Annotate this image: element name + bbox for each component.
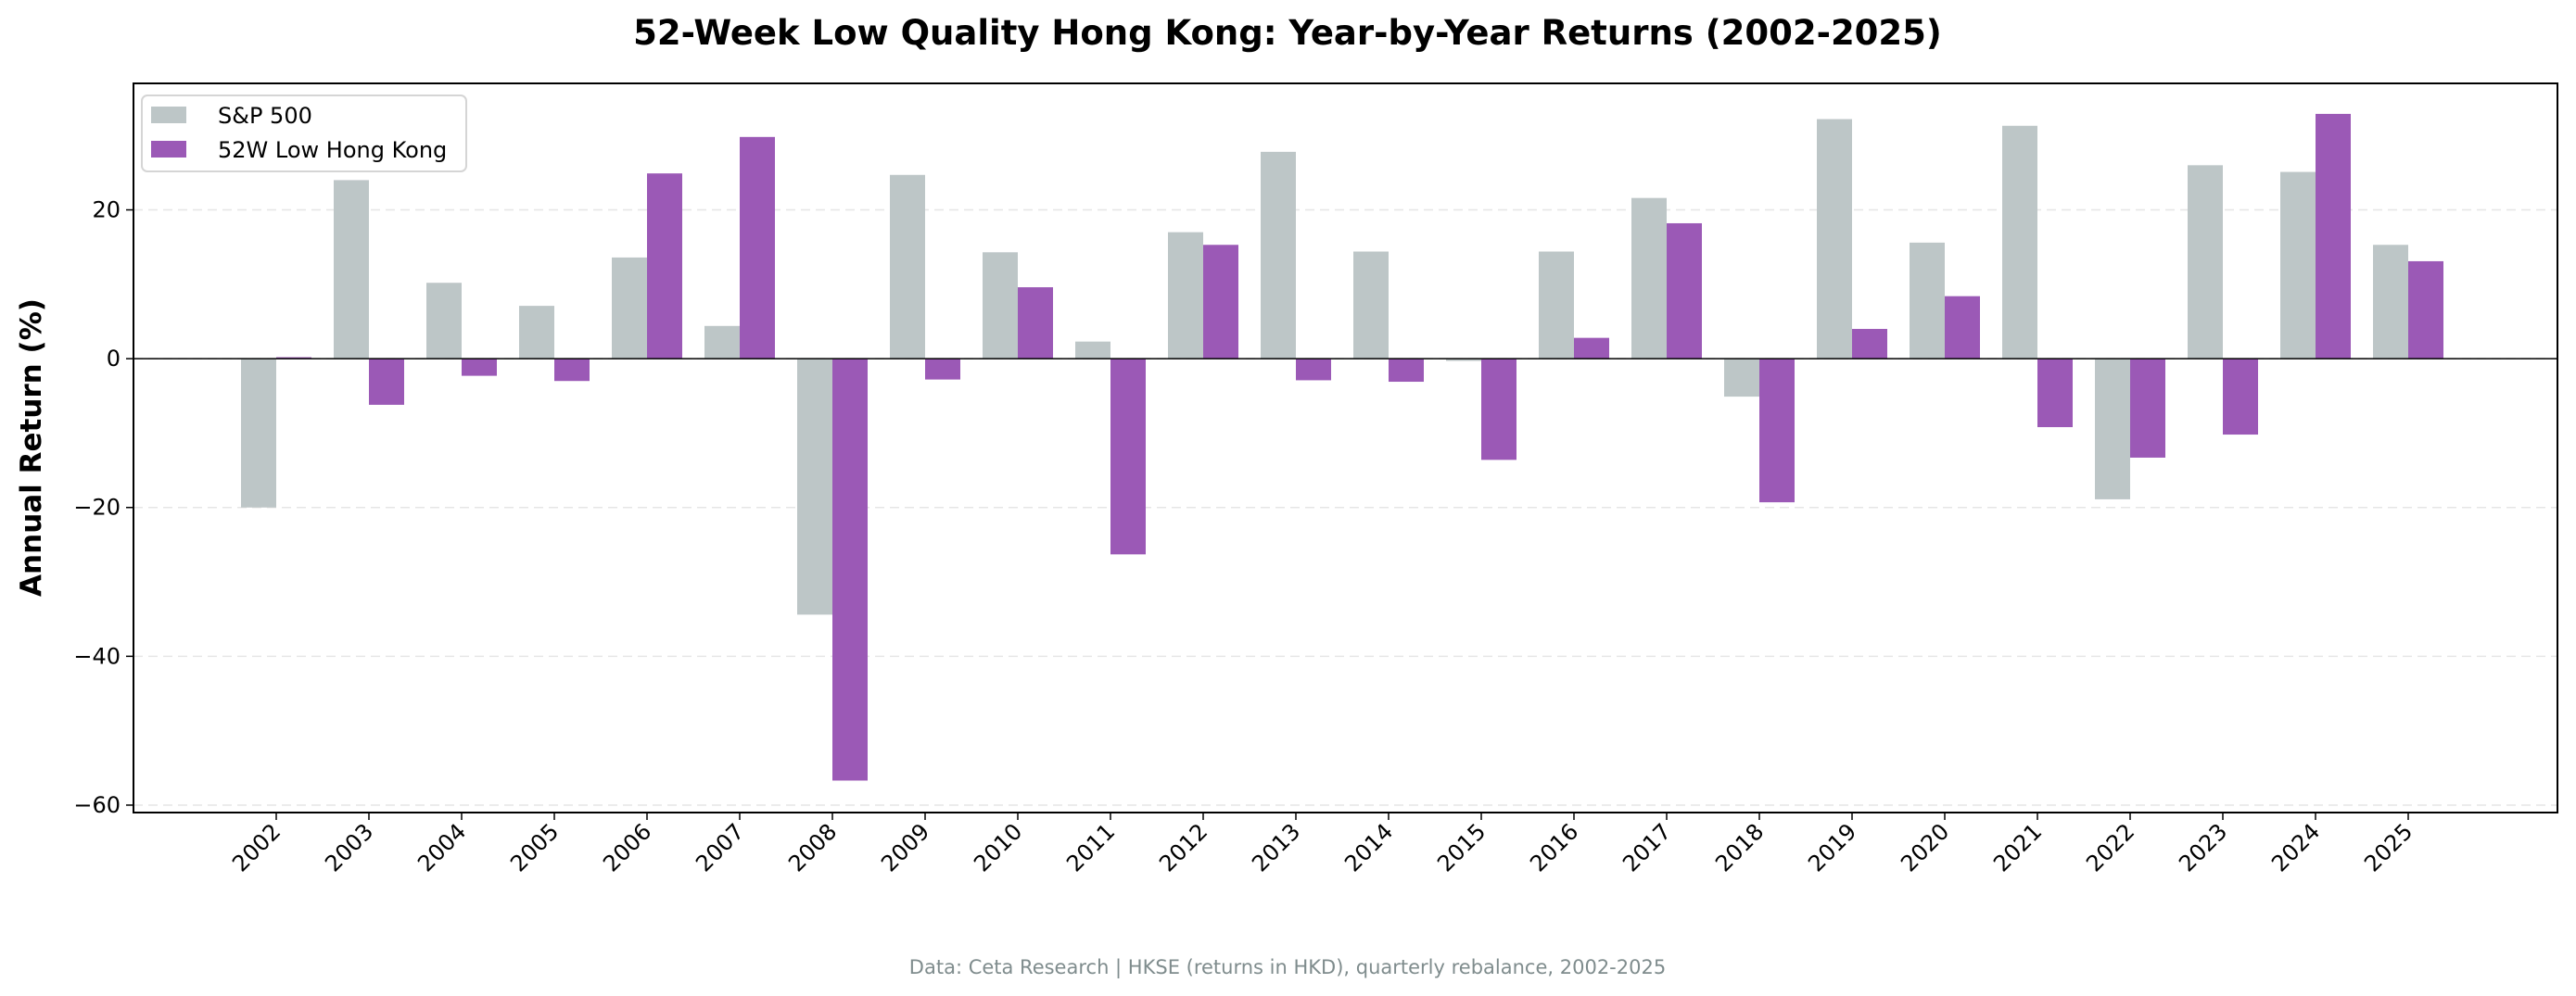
- x-tick-label: 2007: [691, 818, 749, 876]
- legend-swatch-sp500: [151, 107, 186, 123]
- x-tick-label: 2020: [1896, 818, 1954, 876]
- footer-source: Data: Ceta Research | HKSE (returns in H…: [909, 956, 1666, 979]
- bar-sp500-2019: [1817, 119, 1852, 359]
- bar-sp500-2023: [2188, 165, 2223, 359]
- x-tick-label: 2017: [1618, 818, 1676, 876]
- x-tick-label: 2019: [1803, 818, 1861, 876]
- x-tick-label: 2013: [1247, 818, 1305, 876]
- x-tick-label: 2016: [1525, 818, 1583, 876]
- bar-sp500-2005: [519, 306, 554, 359]
- bar-sp500-2012: [1168, 232, 1203, 359]
- bar-sp500-2009: [890, 174, 925, 359]
- bar-52w-low-hong-kong-2024: [2316, 113, 2351, 359]
- bar-sp500-2002: [241, 359, 276, 508]
- bar-sp500-2014: [1353, 251, 1389, 359]
- x-tick-label: 2010: [969, 818, 1027, 876]
- x-tick-label: 2004: [412, 818, 471, 876]
- bar-sp500-2003: [334, 180, 369, 359]
- bar-52w-low-hong-kong-2015: [1481, 359, 1516, 460]
- legend: S&P 500 52W Low Hong Kong: [141, 95, 467, 172]
- bar-sp500-2007: [704, 325, 740, 359]
- x-tick-label: 2006: [598, 818, 656, 876]
- x-tick-label: 2009: [876, 818, 934, 876]
- bar-52w-low-hong-kong-2022: [2130, 359, 2165, 458]
- bar-sp500-2016: [1539, 251, 1574, 359]
- legend-label-52w-low-hong-kong: 52W Low Hong Kong: [218, 137, 447, 163]
- bar-52w-low-hong-kong-2017: [1667, 222, 1702, 359]
- bar-52w-low-hong-kong-2010: [1018, 287, 1053, 359]
- y-tick-label: −20: [73, 495, 121, 521]
- bar-52w-low-hong-kong-2023: [2223, 359, 2258, 435]
- y-tick-label: 20: [92, 197, 121, 223]
- chart-title: 52-Week Low Quality Hong Kong: Year-by-Y…: [633, 13, 1942, 53]
- bar-52w-low-hong-kong-2012: [1203, 245, 1238, 359]
- x-tick-label: 2015: [1432, 818, 1491, 876]
- x-tick-label: 2025: [2359, 818, 2417, 876]
- y-axis-label: Annual Return (%): [15, 298, 48, 597]
- legend-label-sp500: S&P 500: [218, 103, 312, 129]
- bar-52w-low-hong-kong-2013: [1296, 359, 1331, 381]
- bar-sp500-2006: [612, 257, 647, 359]
- plot-frame: [133, 82, 2558, 813]
- bar-sp500-2021: [2002, 125, 2037, 359]
- x-tick-label: 2021: [1988, 818, 2047, 876]
- x-tick-label: 2014: [1339, 818, 1398, 876]
- bar-52w-low-hong-kong-2020: [1945, 296, 1980, 359]
- bar-52w-low-hong-kong-2003: [369, 359, 404, 405]
- bar-sp500-2020: [1910, 242, 1945, 359]
- bar-sp500-2017: [1631, 197, 1667, 359]
- bar-52w-low-hong-kong-2005: [554, 359, 590, 382]
- x-tick-label: 2011: [1061, 818, 1120, 876]
- bar-sp500-2013: [1261, 151, 1296, 359]
- bar-52w-low-hong-kong-2019: [1852, 329, 1887, 359]
- bar-52w-low-hong-kong-2021: [2037, 359, 2073, 428]
- y-axis: −60 −40 −20 0 20: [73, 197, 133, 818]
- legend-swatch-52w-low-hong-kong: [151, 141, 186, 158]
- bar-sp500-2004: [426, 283, 462, 359]
- x-tick-label: 2022: [2081, 818, 2139, 876]
- bar-52w-low-hong-kong-2018: [1759, 359, 1795, 503]
- bar-sp500-2015: [1446, 359, 1481, 361]
- bar-sp500-2018: [1724, 359, 1759, 397]
- x-tick-label: 2008: [783, 818, 842, 876]
- bar-52w-low-hong-kong-2025: [2408, 260, 2443, 359]
- y-tick-label: −60: [73, 792, 121, 818]
- x-tick-label: 2003: [320, 818, 378, 876]
- bar-sp500-2011: [1075, 341, 1110, 359]
- x-tick-label: 2023: [2174, 818, 2232, 876]
- bar-sp500-2024: [2280, 171, 2316, 359]
- bar-52w-low-hong-kong-2002: [276, 357, 311, 359]
- bar-sp500-2025: [2373, 245, 2408, 359]
- legend-box: [141, 95, 467, 172]
- y-tick-label: 0: [107, 346, 121, 372]
- bar-sp500-2010: [983, 252, 1018, 359]
- x-tick-label: 2012: [1154, 818, 1212, 876]
- x-tick-label: 2005: [505, 818, 564, 876]
- bar-52w-low-hong-kong-2004: [462, 359, 497, 376]
- x-tick-label: 2024: [2266, 818, 2325, 876]
- bar-52w-low-hong-kong-2016: [1574, 337, 1609, 359]
- bar-52w-low-hong-kong-2007: [740, 136, 775, 359]
- bar-52w-low-hong-kong-2008: [832, 359, 868, 781]
- x-tick-label: 2002: [227, 818, 286, 876]
- bar-sp500-2008: [797, 359, 832, 615]
- bar-52w-low-hong-kong-2009: [925, 359, 960, 380]
- bar-sp500-2022: [2095, 359, 2130, 499]
- bars: [241, 113, 2443, 781]
- x-tick-label: 2018: [1710, 818, 1769, 876]
- bar-52w-low-hong-kong-2011: [1110, 359, 1146, 555]
- y-tick-label: −40: [73, 643, 121, 669]
- bar-52w-low-hong-kong-2006: [647, 173, 682, 359]
- bar-52w-low-hong-kong-2014: [1389, 359, 1424, 383]
- x-axis: 2002 2003 2004 2005 2006 2007 2008 2009 2010 2011…: [227, 813, 2417, 876]
